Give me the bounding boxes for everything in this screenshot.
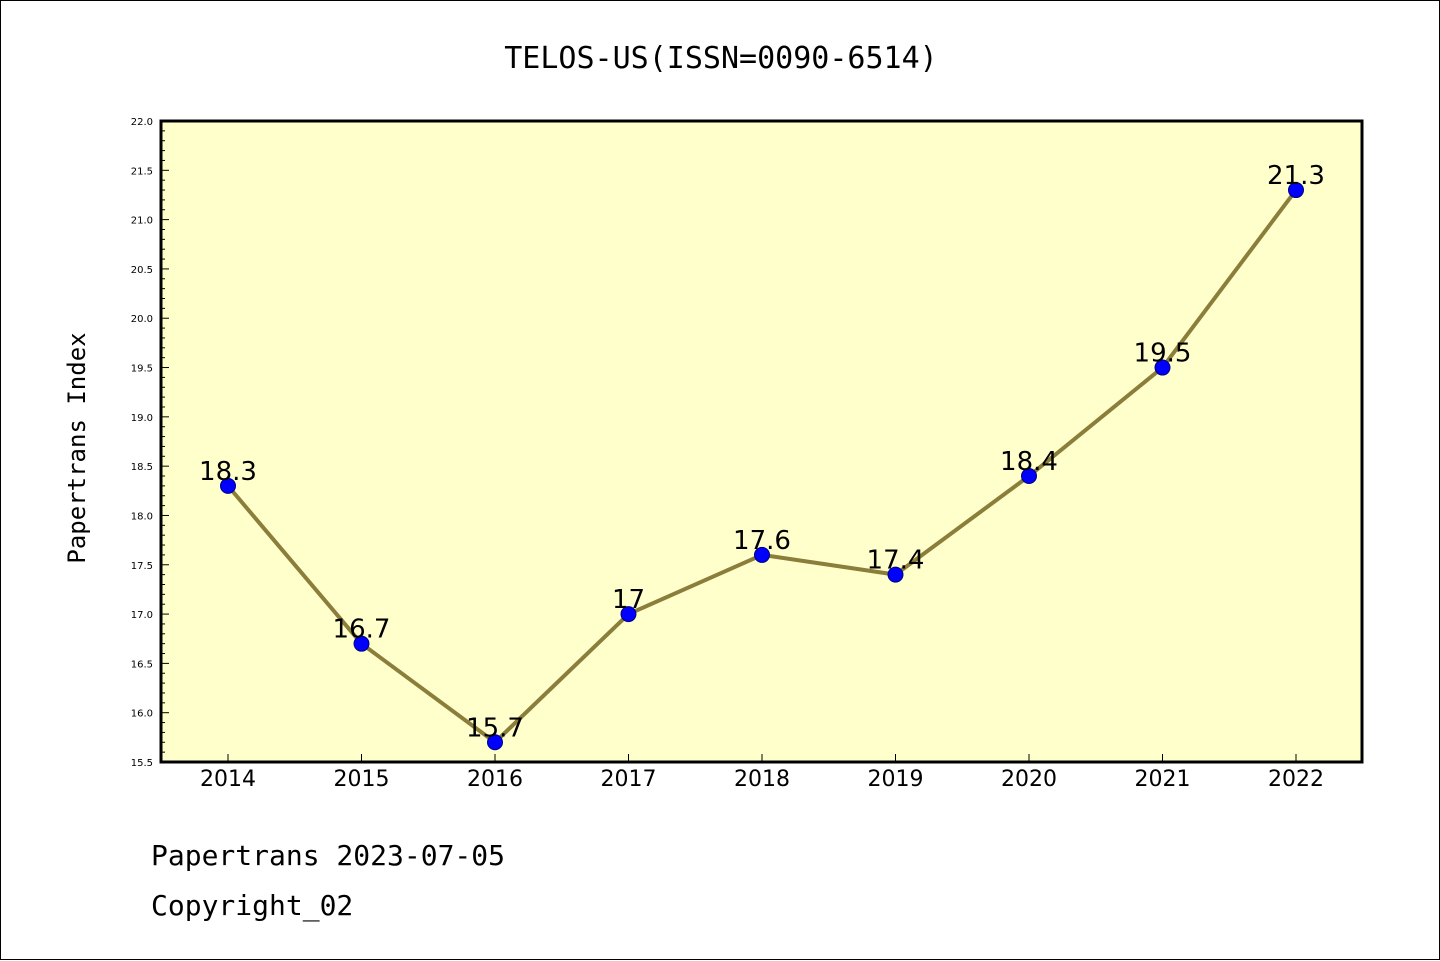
y-tick-label: 20.5 bbox=[131, 265, 153, 276]
y-tick-label: 17.5 bbox=[131, 561, 153, 572]
data-label: 18.3 bbox=[199, 457, 257, 487]
x-tick-label: 2014 bbox=[200, 767, 256, 792]
data-point bbox=[1288, 182, 1304, 199]
data-point bbox=[620, 606, 637, 623]
x-tick-label: 2016 bbox=[467, 767, 523, 792]
data-label: 17.4 bbox=[867, 546, 925, 576]
y-axis-label: Papertrans Index bbox=[63, 332, 91, 563]
data-point bbox=[220, 477, 236, 494]
x-tick-label: 2020 bbox=[1001, 767, 1057, 792]
y-tick-label: 22.0 bbox=[131, 117, 153, 128]
x-tick-label: 2019 bbox=[868, 767, 924, 792]
data-point bbox=[1154, 359, 1171, 376]
data-label: 18.4 bbox=[1000, 447, 1058, 477]
y-tick-label: 15.5 bbox=[131, 758, 153, 769]
x-tick-label: 2017 bbox=[601, 767, 657, 792]
x-tick-label: 2018 bbox=[734, 767, 790, 792]
chart-title: TELOS-US(ISSN=0090-6514) bbox=[504, 41, 937, 76]
data-point bbox=[887, 566, 904, 583]
plot-border bbox=[159, 119, 1364, 764]
data-label: 17.6 bbox=[733, 526, 791, 556]
data-point bbox=[1021, 468, 1037, 485]
footer-date: Papertrans 2023-07-05 bbox=[151, 839, 505, 872]
data-point bbox=[754, 546, 770, 563]
y-tick-label: 17.0 bbox=[131, 610, 153, 621]
y-tick-label: 16.5 bbox=[131, 659, 153, 670]
y-tick-label: 16.0 bbox=[131, 709, 153, 720]
data-label: 16.7 bbox=[333, 615, 391, 645]
y-tick-label: 21.5 bbox=[131, 166, 153, 177]
y-tick-label: 20.0 bbox=[131, 314, 153, 325]
y-tick-label: 19.5 bbox=[131, 364, 153, 375]
data-label: 15.7 bbox=[466, 713, 524, 743]
x-axis: 2014 2015 2016 2017 2018 2019 2020 2021 2022 bbox=[200, 754, 1324, 792]
plot-area bbox=[161, 121, 1362, 762]
y-tick-label: 21.0 bbox=[131, 216, 153, 227]
data-point bbox=[353, 635, 370, 652]
x-tick-label: 2015 bbox=[334, 767, 390, 792]
y-tick-label: 18.0 bbox=[131, 511, 153, 522]
series-line-group bbox=[220, 182, 1304, 751]
data-label-group: 18.3 16.7 15.7 17 17.6 17.4 18.4 19.5 21.3 bbox=[199, 161, 1325, 743]
footer-copyright: Copyright_02 bbox=[151, 889, 353, 923]
x-tick-label: 2021 bbox=[1135, 767, 1191, 792]
data-label: 17 bbox=[612, 585, 645, 615]
x-tick-label: 2022 bbox=[1268, 767, 1324, 792]
y-tick-label: 19.0 bbox=[131, 413, 153, 424]
data-label: 19.5 bbox=[1134, 339, 1192, 369]
data-point bbox=[487, 734, 503, 751]
y-tick-label: 18.5 bbox=[131, 462, 153, 473]
data-label: 21.3 bbox=[1267, 161, 1325, 191]
